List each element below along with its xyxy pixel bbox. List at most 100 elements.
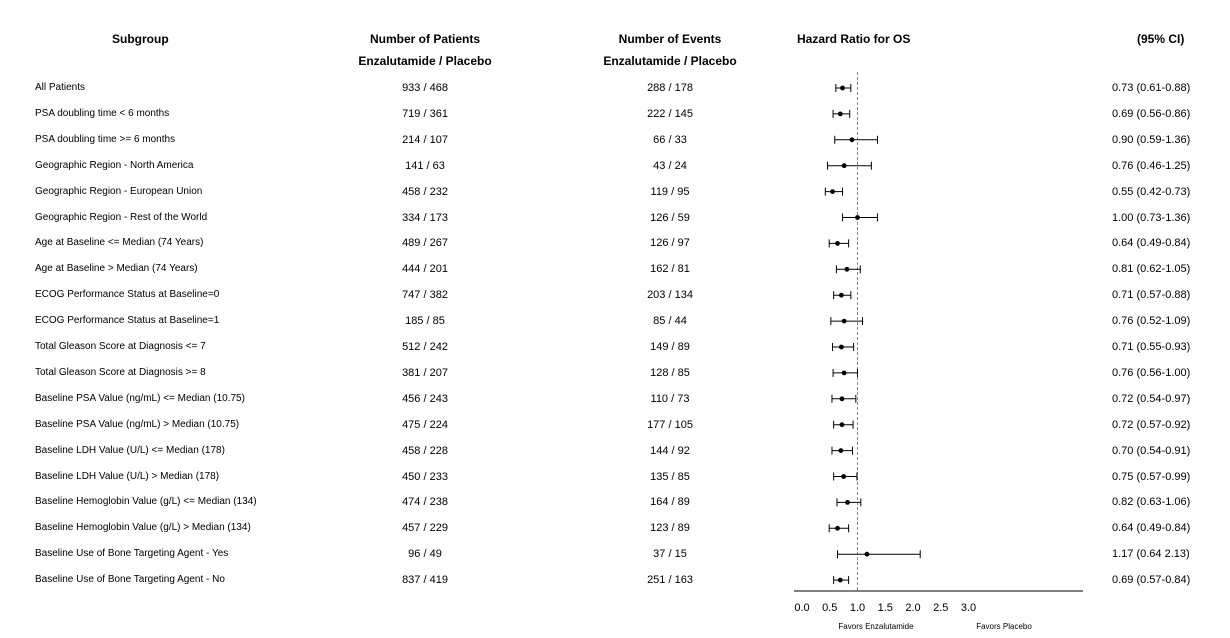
patients-count: 747 / 382 [402,289,448,302]
patients-count: 185 / 85 [405,315,445,328]
patients-count: 450 / 233 [402,470,448,483]
patients-header: Number of Patients [369,32,480,46]
events-count: 37 / 15 [653,548,687,561]
patients-count: 96 / 49 [408,548,442,561]
ci-value: 0.76 (0.56-1.00) [1112,366,1191,379]
events-count: 110 / 73 [650,392,690,405]
ci-value: 0.72 (0.57-0.92) [1112,418,1191,431]
subgroup-label: Age at Baseline > Median (74 Years) [35,263,198,275]
hazard-ratio-header: Hazard Ratio for OS [797,32,911,46]
ci-value: 0.75 (0.57-0.99) [1112,470,1191,483]
subgroup-label: Total Gleason Score at Diagnosis >= 8 [35,366,206,378]
hazard-ratio-point [841,318,847,324]
ci-value: 0.76 (0.46-1.25) [1112,159,1191,172]
subgroup-label: Baseline LDH Value (U/L) > Median (178) [35,470,220,482]
events-count: 203 / 134 [647,289,693,302]
ci-value: 0.73 (0.61-0.88) [1112,82,1191,94]
hazard-ratio-point [830,189,835,195]
events-count: 126 / 59 [650,211,690,224]
ci-value: 0.69 (0.57-0.84) [1112,574,1191,587]
hazard-ratio-point [841,474,847,479]
events-count: 288 / 178 [647,82,693,94]
subgroup-label: All Patients [35,82,86,93]
subgroup-label: PSA doubling time >= 6 months [35,133,176,145]
subgroup-label: ECOG Performance Status at Baseline=1 [35,315,220,327]
favors-enzalutamide-label: Favors Enzalutamide [838,622,914,631]
ci-value: 0.70 (0.54-0.91) [1112,444,1191,457]
patients-count: 444 / 201 [402,263,448,276]
ci-value: 0.81 (0.62-1.05) [1112,263,1191,276]
events-count: 66 / 33 [653,133,687,146]
patients-count: 475 / 224 [402,418,448,431]
patients-count: 474 / 238 [402,496,448,509]
x-tick-label: 2.0 [905,602,920,614]
x-tick-label: 0.0 [794,602,809,614]
subgroup-label: Geographic Region - European Union [35,185,203,197]
hazard-ratio-point [837,577,843,583]
events-count: 43 / 24 [653,159,687,172]
hazard-ratio-point [845,500,850,505]
ci-value: 0.64 (0.49-0.84) [1112,522,1191,535]
hazard-ratio-point [839,292,844,298]
subgroup-label: Age at Baseline <= Median (74 Years) [35,237,204,249]
hazard-ratio-point [839,422,845,428]
events-count: 164 / 89 [650,496,690,509]
subgroup-header: Subgroup [112,32,169,46]
events-count: 149 / 89 [650,341,690,353]
hazard-ratio-point [838,448,844,453]
hazard-ratio-point [844,266,850,272]
ci-value: 0.55 (0.42-0.73) [1112,185,1191,198]
patients-count: 334 / 173 [402,211,448,224]
patients-count: 456 / 243 [402,392,448,405]
events-header: Number of Events [618,32,722,46]
hazard-ratio-point [840,85,845,91]
x-tick-label: 0.5 [822,602,837,614]
subgroup-label: Geographic Region - North America [35,159,194,171]
subgroup-label: Baseline Use of Bone Targeting Agent - Y… [35,548,229,560]
subgroup-label: Geographic Region - Rest of the World [35,211,208,223]
hazard-ratio-point [839,344,844,350]
events-count: 123 / 89 [650,522,690,535]
subgroup-label: Total Gleason Score at Diagnosis <= 7 [35,341,206,352]
patients-count: 214 / 107 [402,133,448,146]
ci-value: 1.17 (0.64 2.13) [1112,548,1190,561]
ci-value: 0.90 (0.59-1.36) [1112,133,1191,146]
patients-count: 458 / 232 [402,185,448,198]
patients-count: 381 / 207 [402,366,448,379]
patients-count: 512 / 242 [402,341,448,353]
ci-value: 0.64 (0.49-0.84) [1112,237,1191,250]
hazard-ratio-point [849,137,855,143]
patients-count: 458 / 228 [402,444,448,457]
patients-count: 489 / 267 [402,237,448,250]
subgroup-label: Baseline PSA Value (ng/mL) <= Median (10… [35,392,245,404]
events-count: 144 / 92 [650,444,690,457]
ci-value: 0.71 (0.57-0.88) [1112,289,1191,302]
events-count: 162 / 81 [650,263,690,276]
events-subheader: Enzalutamide / Placebo [603,54,737,68]
events-count: 135 / 85 [650,470,690,483]
subgroup-label: Baseline LDH Value (U/L) <= Median (178) [35,444,225,456]
subgroup-label: Baseline Hemoglobin Value (g/L) > Median… [35,522,251,534]
ci-header: (95% CI) [1137,32,1185,46]
subgroup-label: Baseline Hemoglobin Value (g/L) <= Media… [35,496,257,508]
patients-count: 141 / 63 [405,159,445,172]
events-count: 85 / 44 [653,315,687,328]
patients-subheader: Enzalutamide / Placebo [358,54,492,68]
patients-count: 719 / 361 [402,107,448,120]
ci-value: 1.00 (0.73-1.36) [1112,211,1191,224]
hazard-ratio-point [837,111,843,117]
hazard-ratio-point [841,370,847,376]
hazard-ratio-point [839,396,845,402]
subgroup-label: Baseline Use of Bone Targeting Agent - N… [35,574,225,586]
subgroup-label: ECOG Performance Status at Baseline=0 [35,289,220,301]
subgroup-label: PSA doubling time < 6 months [35,107,170,119]
hazard-ratio-point [864,551,870,557]
ci-value: 0.76 (0.52-1.09) [1112,315,1191,328]
patients-count: 457 / 229 [402,522,448,535]
events-count: 128 / 85 [650,366,690,379]
ci-value: 0.71 (0.55-0.93) [1112,341,1191,353]
patients-count: 837 / 419 [402,574,448,587]
events-count: 251 / 163 [647,574,693,587]
ci-value: 0.82 (0.63-1.06) [1112,496,1191,509]
